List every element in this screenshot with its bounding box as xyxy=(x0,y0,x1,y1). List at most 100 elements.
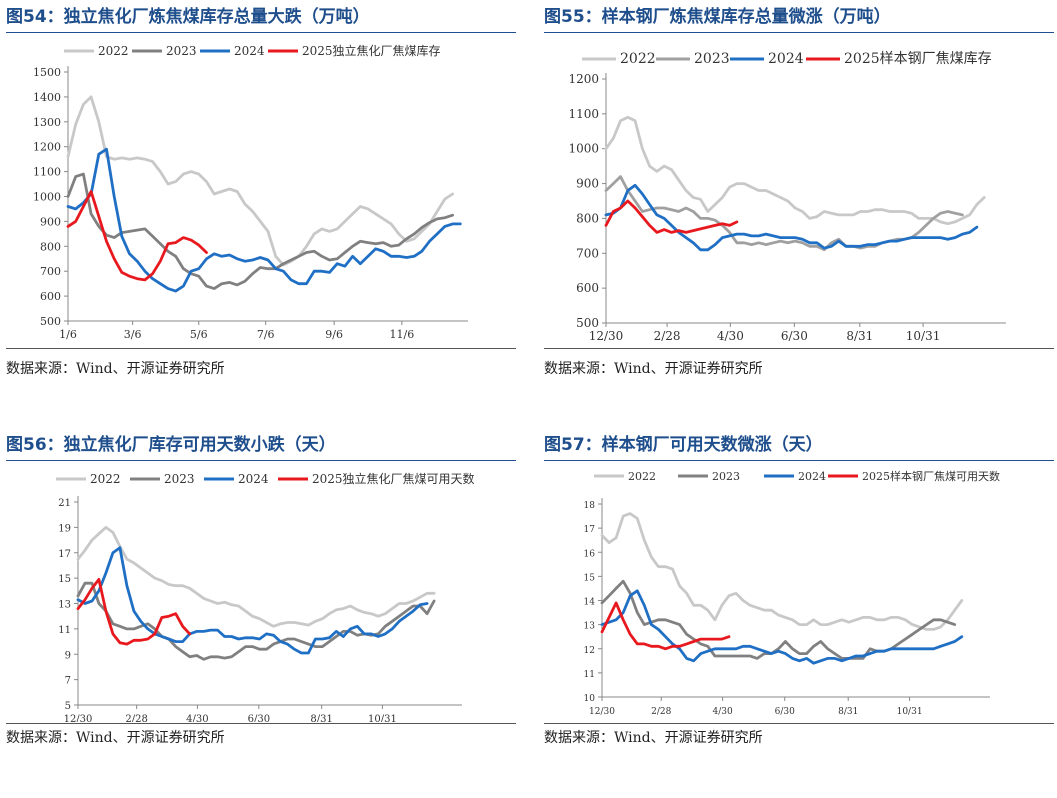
series-line-2023 xyxy=(66,172,455,291)
legend-label: 2024 xyxy=(234,44,265,58)
y-tick-label: 13 xyxy=(58,600,71,611)
chart-svg: 5 7 9 11 13 15 17 19 21 12/30 2/28 4/30 6/30 8/31 10/3… xyxy=(56,471,475,722)
title-rule xyxy=(544,32,1054,33)
x-tick-label: 8/31 xyxy=(838,707,858,717)
x-tick-label: 12/30 xyxy=(589,707,615,717)
y-tick-label: 900 xyxy=(40,215,61,228)
y-tick-label: 1500 xyxy=(33,66,61,79)
y-tick-label: 700 xyxy=(576,246,599,260)
series-line-2025样本钢厂焦煤可用天数 xyxy=(600,601,731,651)
legend-label: 2022 xyxy=(628,470,656,483)
y-tick-label: 19 xyxy=(58,523,71,534)
source-note: 数据来源：Wind、开源证券研究所 xyxy=(6,730,225,746)
y-tick-label: 1400 xyxy=(33,91,61,104)
x-tick-label: 10/31 xyxy=(906,329,941,343)
y-tick-label: 17 xyxy=(58,549,71,560)
series-line-2022 xyxy=(66,95,455,267)
legend-label: 2025独立焦化厂焦煤可用天数 xyxy=(312,471,475,486)
legend-label: 2025独立焦化厂焦煤库存 xyxy=(302,43,441,58)
chart-title: 图55：样本钢厂炼焦煤库存总量微涨（万吨） xyxy=(544,7,891,27)
x-tick-label: 7/6 xyxy=(257,328,275,341)
legend-label: 2023 xyxy=(712,470,740,483)
chart-panel-55: 图55：样本钢厂炼焦煤库存总量微涨（万吨） 500 600 700 800 900 100… xyxy=(538,0,1057,377)
legend-label: 2023 xyxy=(694,51,730,67)
title-rule xyxy=(544,460,1054,461)
y-tick-label: 500 xyxy=(576,316,599,330)
series-line-2025独立焦化厂焦煤可用天数 xyxy=(76,578,192,646)
x-tick-label: 11/6 xyxy=(389,328,414,341)
y-tick-label: 800 xyxy=(576,211,599,225)
x-tick-label: 8/31 xyxy=(310,714,332,722)
chart-title: 图56：独立焦化厂库存可用天数小跌（天） xyxy=(6,435,336,455)
x-tick-label: 4/30 xyxy=(717,329,744,343)
x-tick-label: 6/30 xyxy=(781,329,808,343)
legend-label: 2025样本钢厂焦煤可用天数 xyxy=(862,469,1000,483)
legend-label: 2024 xyxy=(238,472,269,486)
y-tick-label: 800 xyxy=(40,240,61,253)
y-tick-label: 7 xyxy=(65,676,71,687)
x-tick-label: 12/30 xyxy=(589,329,624,343)
y-tick-label: 14 xyxy=(584,598,596,608)
y-tick-label: 1300 xyxy=(33,116,61,129)
chart-title: 图54：独立焦化厂炼焦煤库存总量大跌（万吨） xyxy=(6,7,370,27)
y-tick-label: 1200 xyxy=(568,72,599,86)
source-rule xyxy=(6,723,516,724)
source-rule xyxy=(544,723,1054,724)
series-line-2022 xyxy=(76,526,436,628)
chart-svg: 500 600 700 800 900 1000 1100 1200 12/30 2/28 4/30… xyxy=(568,51,1006,343)
y-tick-label: 1100 xyxy=(33,166,61,179)
x-tick-label: 2/28 xyxy=(651,707,671,717)
chart-panel-57: 图57：样本钢厂可用天数微涨（天） 10 11 12 13 14 15 16 17 18 12/3… xyxy=(538,428,1057,798)
x-tick-label: 3/6 xyxy=(124,328,142,341)
x-tick-label: 1/6 xyxy=(59,328,77,341)
x-tick-label: 10/31 xyxy=(897,707,923,717)
y-tick-label: 12 xyxy=(584,646,595,656)
series-line-2024 xyxy=(604,183,979,252)
y-tick-label: 900 xyxy=(576,177,599,191)
series-line-2023 xyxy=(600,579,957,660)
legend-label: 2024 xyxy=(798,470,826,483)
source-note: 数据来源：Wind、开源证券研究所 xyxy=(6,361,225,377)
title-rule xyxy=(6,32,516,33)
series-line-2022 xyxy=(604,115,986,226)
y-tick-label: 15 xyxy=(584,573,596,583)
x-tick-label: 4/30 xyxy=(713,707,733,717)
x-tick-label: 2/28 xyxy=(654,329,681,343)
x-tick-label: 5/6 xyxy=(190,328,208,341)
y-tick-label: 15 xyxy=(58,574,71,585)
chart-title: 图57：样本钢厂可用天数微涨（天） xyxy=(544,435,823,455)
source-note: 数据来源：Wind、开源证券研究所 xyxy=(544,361,763,377)
series-line-2024 xyxy=(66,147,462,293)
series-line-2022 xyxy=(600,512,964,631)
x-tick-label: 6/30 xyxy=(248,714,270,722)
y-tick-label: 1000 xyxy=(33,191,61,204)
source-rule xyxy=(6,348,516,349)
x-tick-label: 8/31 xyxy=(846,329,873,343)
y-tick-label: 5 xyxy=(65,701,71,712)
source-note: 数据来源：Wind、开源证券研究所 xyxy=(544,730,763,746)
source-rule xyxy=(544,348,1054,349)
legend-label: 2022 xyxy=(98,44,129,58)
series-line-2025样本钢厂焦煤库存 xyxy=(604,199,739,234)
x-tick-label: 2/28 xyxy=(125,714,147,722)
legend-label: 2023 xyxy=(164,472,195,486)
x-tick-label: 4/30 xyxy=(186,714,208,722)
chart-svg: 10 11 12 13 14 15 16 17 18 12/30 2/28 4/30 6/30 8/31 1… xyxy=(584,469,1000,717)
y-tick-label: 9 xyxy=(65,650,71,661)
series-line-2025独立焦化厂焦煤库存 xyxy=(66,190,208,282)
y-tick-label: 17 xyxy=(584,525,596,535)
legend-label: 2022 xyxy=(90,472,121,486)
y-tick-label: 13 xyxy=(584,622,596,632)
chart-svg: 500 600 700 800 900 1000 1100 1200 1300 1400 1500 1… xyxy=(33,43,468,341)
x-tick-label: 12/30 xyxy=(64,714,93,722)
series-line-2024 xyxy=(76,546,429,655)
y-tick-label: 600 xyxy=(40,290,61,303)
y-tick-label: 1100 xyxy=(568,107,599,121)
y-tick-label: 600 xyxy=(576,281,599,295)
x-tick-label: 6/30 xyxy=(775,707,795,717)
y-tick-label: 700 xyxy=(40,265,61,278)
y-tick-label: 11 xyxy=(58,625,71,636)
y-tick-label: 21 xyxy=(58,498,71,509)
series-line-2023 xyxy=(76,581,436,661)
chart-panel-56: 图56：独立焦化厂库存可用天数小跌（天） 5 7 9 11 13 15 17 19 21 12/3… xyxy=(0,428,520,798)
